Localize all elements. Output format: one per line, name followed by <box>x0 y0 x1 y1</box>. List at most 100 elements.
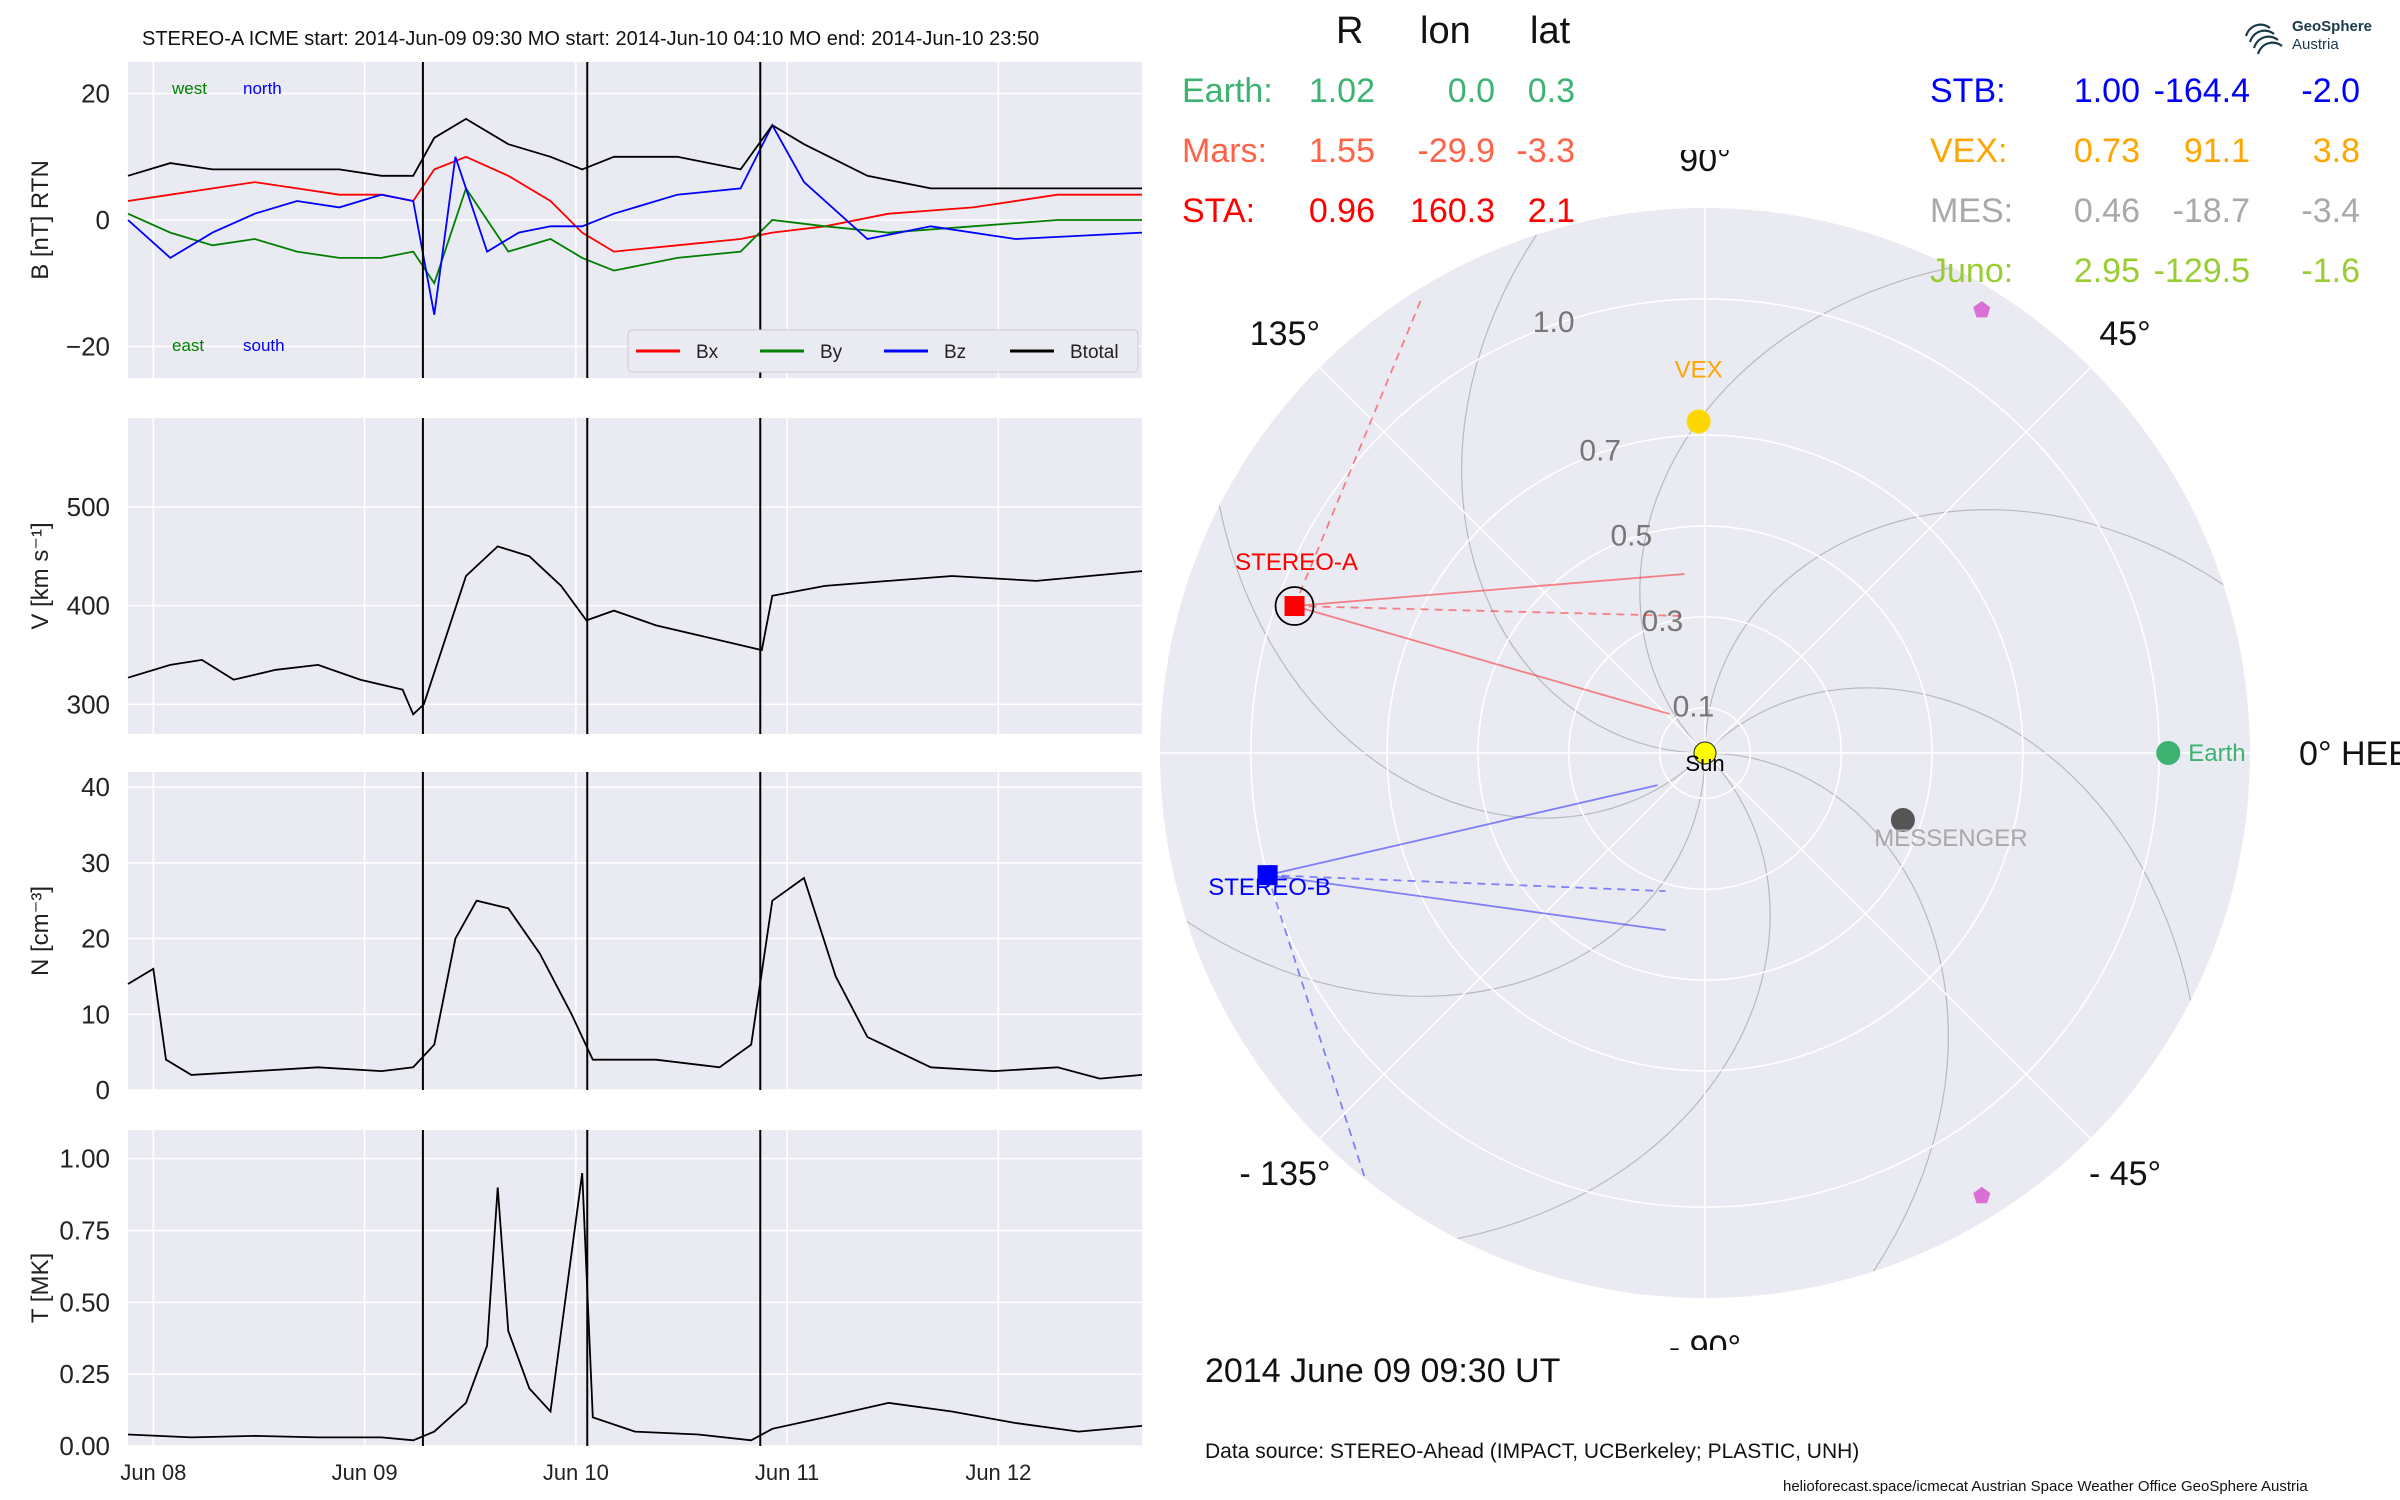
ytick-density-2: 20 <box>81 924 110 954</box>
body-stereo-a-label: STEREO-A <box>1235 549 1358 576</box>
annot-north: north <box>243 79 282 98</box>
polar-angle-label-2: 90° <box>1679 150 1730 179</box>
panel-speed: 500 400 300 V [km s⁻¹] <box>27 418 1143 734</box>
xtick-4: Jun 12 <box>965 1460 1031 1485</box>
pos-right-lat-1: 3.8 <box>2312 132 2360 170</box>
body-juno-1 <box>1973 301 1991 318</box>
ytick-temperature-4: 0.00 <box>59 1431 110 1461</box>
date-label: 2014 June 09 09:30 UT <box>1205 1352 1561 1390</box>
pos-left-name-0: Earth: <box>1182 72 1273 110</box>
sta-fov-0 <box>1294 573 1685 607</box>
pos-right-name-3: Juno: <box>1930 252 2014 290</box>
annot-west: west <box>171 79 207 98</box>
pos-right-r-0: 1.00 <box>2073 72 2140 110</box>
annot-east: east <box>172 336 204 355</box>
col-header-lon: lon <box>1420 10 1471 52</box>
stb-fov-2 <box>1267 784 1658 877</box>
pos-right-name-1: VEX: <box>1930 132 2008 170</box>
series-temperature-0 <box>127 1172 1143 1442</box>
ytick-speed-0: 500 <box>67 492 110 522</box>
xtick-2: Jun 10 <box>543 1460 609 1485</box>
legend-box <box>627 329 1139 373</box>
body-stereo-b <box>1257 865 1278 886</box>
credits-label: helioforecast.space/icmecat Austrian Spa… <box>1783 1478 2308 1495</box>
pos-left-lon-1: -29.9 <box>1417 132 1496 170</box>
stb-fov-3 <box>1266 874 1366 1178</box>
series-speed-0 <box>127 545 1143 716</box>
panel-temperature: 1.00 0.75 0.50 0.25 0.00 Jun 08 Jun 09 Jun 10 Ju… <box>27 1130 1143 1485</box>
polar-angle-label-0: 0° HEEQ <box>2299 735 2400 773</box>
polar-rtick-1: 0.3 <box>1642 605 1684 638</box>
pos-right-r-1: 0.73 <box>2073 132 2140 170</box>
body-earth-label: Earth <box>2188 740 2245 767</box>
ytick-temperature-1: 0.75 <box>59 1216 110 1246</box>
polar-angle-label-5: - 135° <box>1239 1155 1330 1193</box>
panel-density: 40 30 20 10 0 N [cm⁻³] <box>27 772 1143 1105</box>
geosphere-logo-icon <box>2244 23 2283 55</box>
pos-right-name-2: MES: <box>1930 192 2014 230</box>
pos-right-r-3: 2.95 <box>2073 252 2140 290</box>
sta-fov-1 <box>1294 605 1685 617</box>
ytick-temperature-0: 1.00 <box>59 1144 110 1174</box>
stb-fov-1 <box>1267 874 1666 893</box>
legend-label-Bx: Bx <box>696 342 719 363</box>
series-mag-Btotal <box>127 117 1142 190</box>
pos-left-r-2: 0.96 <box>1308 192 1375 230</box>
col-header-r: R <box>1336 10 1364 52</box>
body-stereo-a-ring <box>1274 586 1315 626</box>
pos-right-lon-3: -129.5 <box>2153 252 2250 290</box>
annot-south: south <box>243 336 285 355</box>
pos-left-r-0: 1.02 <box>1308 72 1375 110</box>
xtick-1: Jun 09 <box>332 1460 398 1485</box>
panel-mag: 20 0 −20 B [nT] RTN west north east south Bx By Bz… <box>27 62 1143 378</box>
polar-rtick-0: 0.1 <box>1673 690 1715 723</box>
ytick-density-0: 40 <box>81 772 110 802</box>
pos-left-r-1: 1.55 <box>1308 132 1375 170</box>
polar-ring-2 <box>1477 525 1933 981</box>
pos-left-lat-1: -3.3 <box>1516 132 1575 170</box>
series-mag-Bz <box>127 123 1143 315</box>
pos-right-name-0: STB: <box>1930 72 2006 110</box>
data-source-label: Data source: STEREO-Ahead (IMPACT, UCBer… <box>1205 1440 1860 1463</box>
body-juno-2 <box>1973 1186 1991 1204</box>
ytick-speed-1: 400 <box>67 591 110 621</box>
stb-fov-0 <box>1267 874 1666 932</box>
body-messenger <box>1890 807 1915 832</box>
logo-line2: Austria <box>2292 36 2339 53</box>
pos-left-lon-2: 160.3 <box>1409 192 1495 230</box>
polar-ring-0 <box>1658 706 1752 800</box>
series-mag-Bx <box>127 155 1142 253</box>
ytick-temperature-3: 0.25 <box>59 1359 110 1389</box>
pos-right-lat-0: -2.0 <box>2301 72 2360 110</box>
ytick-density-3: 10 <box>81 999 110 1029</box>
polar-ring-1 <box>1567 615 1843 891</box>
polar-rtick-4: 1.0 <box>1533 306 1575 339</box>
ytick-temperature-2: 0.50 <box>59 1287 110 1317</box>
polar-angle-label-1: 45° <box>2099 315 2150 353</box>
pos-right-r-2: 0.46 <box>2073 192 2140 230</box>
sta-fov-2 <box>1294 605 1670 715</box>
body-stereo-a <box>1284 596 1305 617</box>
pos-right-lat-3: -1.6 <box>2301 252 2360 290</box>
ytick-density-1: 30 <box>81 848 110 878</box>
logo-line1: GeoSphere <box>2292 18 2373 35</box>
ytick-density-4: 0 <box>96 1075 110 1105</box>
ylabel-temperature: T [MK] <box>27 1253 54 1323</box>
panel-bg-speed <box>128 418 1142 734</box>
pos-left-lat-0: 0.3 <box>1527 72 1575 110</box>
timeseries-title: STEREO-A ICME start: 2014-Jun-09 09:30 M… <box>142 28 1040 50</box>
body-messenger-label: MESSENGER <box>1874 825 2027 852</box>
ylabel-speed: V [km s⁻¹] <box>27 522 54 629</box>
legend: Bx By Bz Btotal <box>627 329 1139 373</box>
xtick-0: Jun 08 <box>120 1460 186 1485</box>
body-sun-label: Sun <box>1685 751 1724 776</box>
body-stereo-b-label: STEREO-B <box>1208 874 1331 901</box>
pos-left-lon-0: 0.0 <box>1447 72 1495 110</box>
ylabel-density: N [cm⁻³] <box>27 886 54 976</box>
pos-right-lon-1: 91.1 <box>2183 132 2250 170</box>
polar-angle-label-3: 135° <box>1250 315 1320 353</box>
orbit-polar-plot: 0.10.30.50.71.00° HEEQ45°90°135°+/- 180°… <box>1160 150 2400 1350</box>
legend-label-By: By <box>820 342 843 363</box>
polar-rtick-2: 0.5 <box>1610 520 1652 553</box>
pos-left-name-1: Mars: <box>1182 132 1267 170</box>
